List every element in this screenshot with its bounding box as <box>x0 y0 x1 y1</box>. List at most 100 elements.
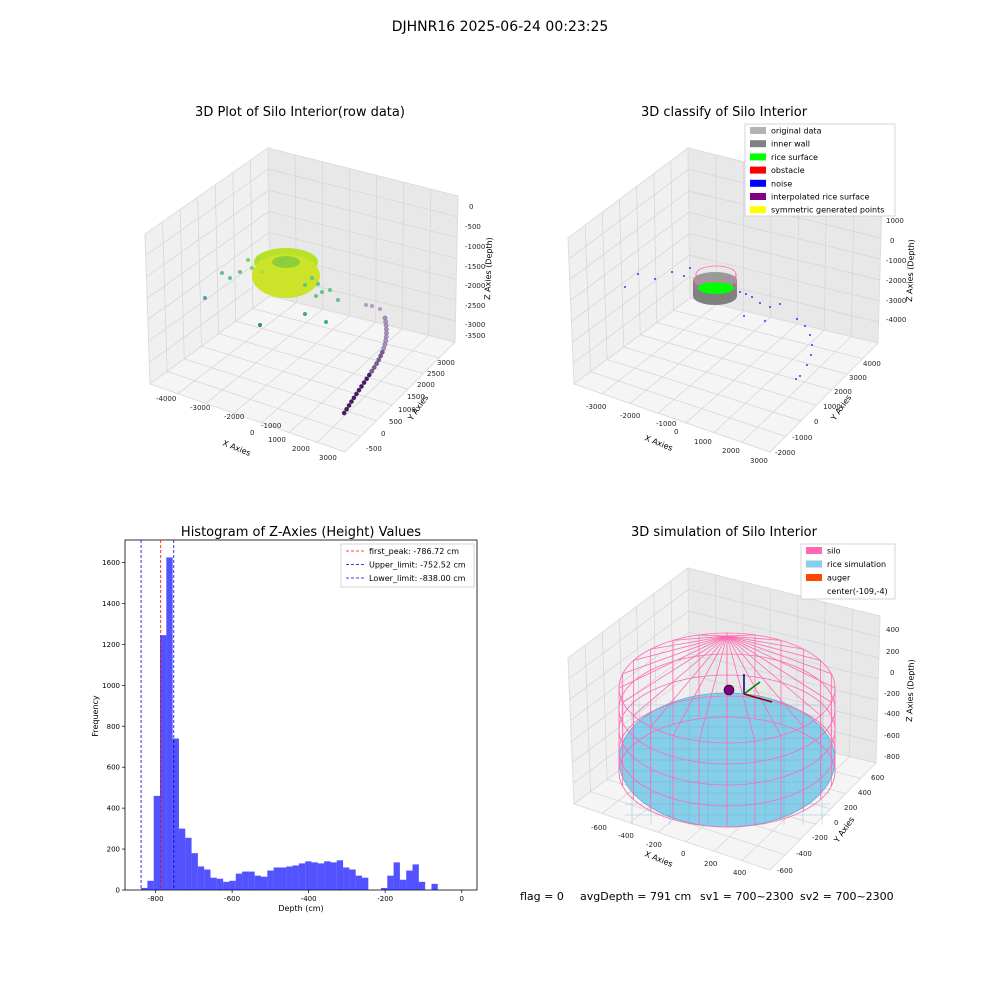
histogram-bar <box>235 873 243 890</box>
panel1-y-ticks: -500 0 500 1000 1500 2000 2500 3000 <box>366 359 455 453</box>
figure-title: DJHNR16 2025-06-24 00:23:25 <box>392 19 609 35</box>
p2-xtick: 3000 <box>750 457 768 465</box>
p1-ztick: 0 <box>469 203 473 211</box>
p2-xtick: 1000 <box>694 438 712 446</box>
p2-ytick: -2000 <box>775 449 795 457</box>
raw-data-point <box>220 271 224 275</box>
p2-ztick: -1000 <box>886 257 906 265</box>
legend-swatch <box>750 166 766 174</box>
histogram-bar <box>412 864 419 890</box>
p4-ytick: -400 <box>796 850 812 858</box>
raw-data-point <box>316 282 320 286</box>
histogram-bar <box>166 557 173 890</box>
histogram-bar <box>210 877 217 890</box>
histogram-bar <box>305 861 312 890</box>
raw-data-point <box>359 384 364 389</box>
histogram-bar <box>387 875 394 890</box>
p1-ytick: 2000 <box>417 381 435 389</box>
p4-ztick: -400 <box>884 710 900 718</box>
histogram-x-tick-label: -400 <box>301 895 317 903</box>
histogram-reference-lines <box>140 540 175 890</box>
histogram-bar <box>324 861 331 890</box>
p1-ytick: 0 <box>381 430 385 438</box>
p1-xtick: 2000 <box>292 445 310 453</box>
histogram-y-tick-label: 1400 <box>102 600 120 608</box>
p1-xtick: 3000 <box>319 454 337 462</box>
p1-ztick: -3500 <box>465 332 485 340</box>
histogram-bar <box>223 881 230 890</box>
noise-point <box>739 291 741 293</box>
legend-label: rice surface <box>771 153 818 162</box>
p1-ytick: -500 <box>366 445 382 453</box>
p1-ytick: 2500 <box>427 370 445 378</box>
raw-data-point <box>203 296 207 300</box>
raw-data-point <box>376 357 381 363</box>
histogram-bar <box>191 853 198 890</box>
p2-ytick: -1000 <box>792 434 812 442</box>
p1-xtick: -4000 <box>156 395 176 403</box>
panel4-z-label: Z Axies (Depth) <box>905 659 916 722</box>
histogram-y-label: Frequency <box>91 695 100 737</box>
p2-ztick: 1000 <box>886 217 904 225</box>
avg-depth-text: avgDepth = 791 cm <box>580 890 691 903</box>
noise-point <box>683 275 685 277</box>
raw-data-point <box>378 307 382 311</box>
p1-ztick: -500 <box>465 223 481 231</box>
raw-data-point <box>383 338 388 344</box>
p2-xtick: -3000 <box>586 403 606 411</box>
panel4-auger <box>723 674 773 703</box>
panel4-x-ticks: -600 -400 -200 0 200 400 <box>591 824 746 877</box>
panel4-y-ticks: -600 -400 -200 0 200 400 600 <box>777 774 884 875</box>
panel1-x-label: X Axies <box>221 439 252 458</box>
raw-data-point <box>341 410 347 416</box>
p1-xtick: 0 <box>250 429 254 437</box>
p4-xtick: 0 <box>681 850 685 858</box>
panel4-z-ticks: 400 200 0 -200 -400 -600 -800 <box>884 626 900 761</box>
p1-xtick: -2000 <box>224 413 244 421</box>
noise-point <box>809 334 811 336</box>
histogram-bar <box>292 865 299 890</box>
panel1-gridlines <box>145 154 458 443</box>
legend-label: interpolated rice surface <box>771 193 869 202</box>
noise-point <box>795 378 797 380</box>
raw-data-point <box>349 399 354 404</box>
p4-ytick: 0 <box>834 819 838 827</box>
p4-ztick: -200 <box>884 690 900 698</box>
histogram-x-tick-label: -600 <box>224 895 240 903</box>
raw-data-point <box>370 304 374 308</box>
legend-label: obstacle <box>771 166 805 175</box>
raw-data-point <box>228 276 232 280</box>
panel2-title: 3D classify of Silo Interior <box>641 105 808 120</box>
legend-label: rice simulation <box>827 560 886 569</box>
histogram-bar <box>204 869 211 890</box>
p4-xtick: 400 <box>733 869 746 877</box>
panel1-title: 3D Plot of Silo Interior(row data) <box>195 105 405 120</box>
raw-data-point <box>374 361 379 366</box>
histogram-bar <box>336 860 344 890</box>
raw-data-point <box>383 319 388 325</box>
panel2-x-label: X Axies <box>643 434 674 453</box>
p4-ztick: -800 <box>884 753 900 761</box>
raw-data-point <box>364 376 369 382</box>
p2-xtick: 2000 <box>722 447 740 455</box>
panel4-title: 3D simulation of Silo Interior <box>631 525 818 540</box>
raw-data-point <box>320 290 324 294</box>
panel2-z-label: Z Axies (Depth) <box>905 239 916 302</box>
legend-label: noise <box>771 179 792 188</box>
noise-point <box>654 278 656 280</box>
auger-y-axis <box>743 681 761 695</box>
panel-classify: 3D classify of Silo Interior original da… <box>567 105 916 465</box>
raw-data-point <box>351 395 357 401</box>
panel1-z-ticks: 0 -500 -1000 -1500 -2000 -2500 -3000 -35… <box>465 203 485 340</box>
noise-point <box>769 306 771 308</box>
legend-swatch <box>750 179 766 187</box>
p4-xtick: -600 <box>591 824 607 832</box>
histogram-y-tick-label: 200 <box>107 846 120 854</box>
raw-data-point <box>383 334 389 340</box>
noise-point <box>745 293 747 295</box>
histogram-bar <box>172 738 179 890</box>
p2-ytick: 2000 <box>834 388 852 396</box>
legend-swatch <box>750 193 766 200</box>
p4-ytick: 600 <box>871 774 884 782</box>
raw-data-point <box>336 298 340 302</box>
